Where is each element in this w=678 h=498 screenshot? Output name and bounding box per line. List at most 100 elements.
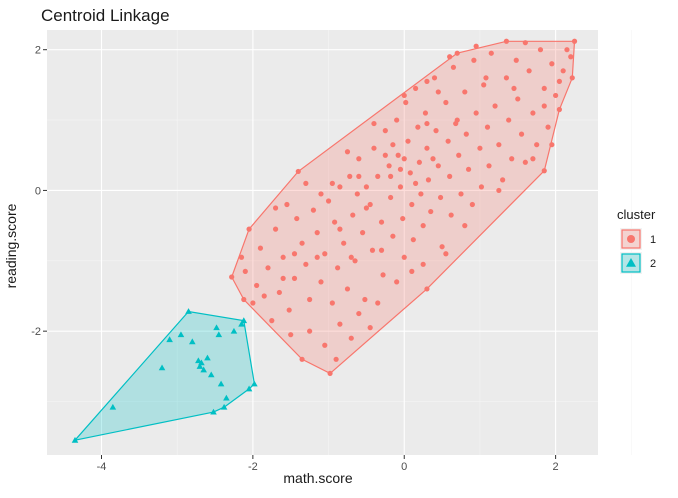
cluster-1-point <box>515 96 521 102</box>
cluster-1-point <box>246 226 252 232</box>
y-tick-label: -2 <box>31 326 41 338</box>
cluster-1-point <box>496 187 502 194</box>
cluster-1-point <box>506 117 512 123</box>
cluster-1-point <box>488 50 494 56</box>
cluster-2-point <box>109 403 117 410</box>
cluster-1-point <box>318 279 324 285</box>
x-axis-ticks: -4 -2 0 2 <box>97 455 559 473</box>
cluster-1-point <box>473 110 479 116</box>
cluster-1-point <box>556 78 562 84</box>
cluster-2-point <box>71 436 79 443</box>
cluster-1-point <box>397 166 404 172</box>
legend-label-1: 1 <box>650 234 656 246</box>
cluster-1-point <box>341 240 347 246</box>
x-axis-title: math.score <box>283 470 352 486</box>
legend-label-2: 2 <box>650 258 656 270</box>
cluster-1-point <box>471 57 477 63</box>
cluster-1-point <box>371 120 377 127</box>
cluster-1-point <box>571 38 578 44</box>
cluster-1-point <box>380 272 386 278</box>
cluster-1-point <box>503 75 510 81</box>
cluster-1-point <box>322 251 328 257</box>
cluster-1-point <box>492 103 498 109</box>
cluster-1-point <box>291 251 298 257</box>
cluster-1-point <box>486 163 492 169</box>
cluster-1-point <box>295 168 301 175</box>
cluster-1-point <box>390 233 396 239</box>
cluster-1-point <box>462 223 468 229</box>
cluster-1-point <box>569 75 575 81</box>
cluster-1-point <box>401 156 407 162</box>
cluster-1-point <box>454 50 460 56</box>
cluster-1-point <box>473 43 479 49</box>
cluster-1-point <box>443 251 449 257</box>
cluster-1-point <box>356 310 362 317</box>
cluster-1-point <box>431 75 438 81</box>
cluster-1-point <box>261 293 267 299</box>
cluster-1-point <box>314 230 320 236</box>
cluster-1-point <box>335 265 341 271</box>
cluster-2-point <box>238 320 245 327</box>
cluster-1-point <box>367 201 373 208</box>
cluster-1-point <box>363 205 369 211</box>
cluster-1-point <box>541 103 547 109</box>
cluster-1-point <box>428 208 434 215</box>
data-points <box>71 38 578 443</box>
cluster-1-point <box>430 156 436 162</box>
cluster-1-point <box>272 226 279 232</box>
cluster-1-point <box>556 106 562 113</box>
cluster-1-point <box>443 99 449 106</box>
cluster-1-point <box>250 300 256 306</box>
cluster-1-point <box>424 286 430 292</box>
cluster-1-point <box>568 54 574 60</box>
cluster-1-point <box>371 145 377 151</box>
cluster-1-point <box>394 279 400 285</box>
chart-title: Centroid Linkage <box>41 6 170 25</box>
cluster-1-point <box>303 180 309 186</box>
cluster-1-point <box>350 212 356 218</box>
cluster-1-point <box>337 184 343 190</box>
cluster-1-point <box>397 184 404 190</box>
cluster-1-point <box>276 289 282 296</box>
y-axis-ticks: -2 0 2 <box>31 45 47 338</box>
cluster-2-point <box>166 336 173 343</box>
cluster-1-point <box>284 201 290 208</box>
cluster-1-point <box>433 128 439 134</box>
cluster-1-point <box>481 82 487 88</box>
legend-title: cluster <box>617 207 656 222</box>
cluster-1-point <box>238 254 245 260</box>
x-tick-label: -4 <box>97 461 107 473</box>
legend: cluster 1 2 <box>617 207 656 274</box>
cluster-1-point <box>437 194 444 201</box>
cluster-1-point <box>299 356 305 362</box>
cluster-1-point <box>362 296 368 303</box>
cluster-1-point <box>382 128 388 134</box>
cluster-1-point <box>299 240 305 246</box>
cluster-1-point <box>409 268 415 274</box>
cluster-1-point <box>386 163 392 169</box>
cluster-1-point <box>511 85 517 92</box>
grid-major <box>47 30 598 455</box>
cluster-1-point <box>337 226 343 232</box>
cluster-1-point <box>469 201 475 208</box>
cluster-2-point <box>213 324 220 331</box>
cluster-1-point <box>447 54 453 60</box>
cluster-1-point <box>553 92 559 99</box>
cluster-1-point <box>354 191 360 197</box>
cluster-1-point <box>416 159 422 165</box>
cluster-1-point <box>303 261 309 267</box>
cluster-1-point <box>412 85 419 92</box>
cluster-1-point <box>344 286 351 292</box>
cluster-1-point <box>378 247 385 253</box>
cluster-1-point <box>530 110 536 116</box>
cluster-1-point <box>424 78 430 84</box>
cluster-2-point <box>204 354 211 361</box>
cluster-2-point <box>177 331 185 338</box>
cluster-1-point <box>424 120 430 127</box>
cluster-2-point <box>215 331 223 338</box>
cluster-1-point <box>265 265 271 271</box>
cluster-1-point <box>412 180 419 186</box>
cluster-1-point <box>363 184 369 190</box>
cluster-1-point <box>390 142 396 148</box>
